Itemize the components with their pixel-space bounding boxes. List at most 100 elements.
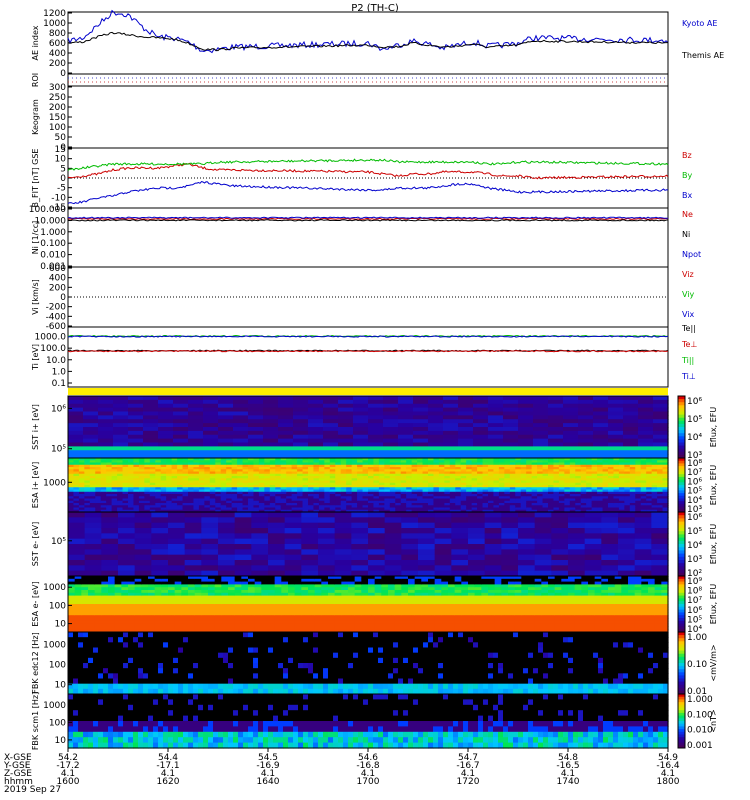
sst_e-cell (234, 549, 252, 556)
sst_e-cell (518, 554, 536, 561)
sst_e-cell (634, 560, 652, 566)
sst_e-cell (218, 517, 236, 524)
esa_e-cell (74, 584, 82, 588)
sst_i-cell (248, 430, 264, 436)
esa_i-cell (308, 496, 315, 500)
sst_e-cell (618, 565, 636, 572)
sst_e-cell (451, 512, 469, 518)
sst_i-cell (533, 399, 549, 405)
esa_i-cell (357, 469, 364, 473)
esa_i-cell (204, 507, 211, 511)
sst_i-cell (578, 419, 594, 424)
esa_i-cell (504, 487, 511, 491)
sst_e-cell (601, 538, 619, 545)
esa_i-cell (411, 503, 418, 506)
esa_i-cell (362, 494, 369, 497)
esa_i-cell (198, 460, 205, 464)
esa_i-cell (378, 467, 385, 470)
esa_i-cell (346, 471, 353, 475)
sst_e-cell (268, 560, 286, 566)
esa_e-cell (361, 601, 369, 605)
esa_i-cell (149, 505, 156, 509)
sst_e-colorbar (678, 512, 685, 577)
esa_i-cell (226, 471, 233, 475)
esa_i-cell (575, 509, 582, 513)
sst_i-cell (638, 434, 654, 440)
esa_i-cell (308, 480, 315, 484)
esa_i-cell (324, 503, 331, 506)
esa_i-cell (466, 478, 473, 482)
esa_e-cell (108, 584, 116, 588)
esa_e-cell (188, 578, 196, 583)
bfit-series-0 (67, 162, 669, 180)
sst_i-cell (128, 446, 144, 451)
esa_i-cell (504, 509, 511, 513)
esa_e-cell (214, 623, 222, 627)
esa_i-cell (602, 458, 609, 461)
esa_e-cell (281, 612, 289, 616)
esa_i-cell (608, 491, 615, 495)
esa_i-colorbar-cell (678, 490, 685, 494)
esa_i-cell (155, 478, 162, 482)
esa_i-cell (308, 485, 315, 488)
esa_i-cell (575, 462, 582, 466)
esa_e-cell (414, 595, 422, 599)
esa_i-cell (482, 467, 489, 470)
esa_e-cell (261, 584, 269, 588)
esa_e-cell (334, 598, 342, 602)
esa_i-cell (662, 487, 669, 491)
sst_i-cell (143, 407, 159, 413)
esa_i-cell (504, 460, 511, 464)
esa_i-colorbar-cell (678, 471, 685, 475)
esa_i-cell (182, 464, 189, 468)
sst_i-cell (578, 415, 594, 420)
esa_e-cell (414, 584, 422, 588)
esa_i-cell (482, 469, 489, 473)
sst_i-cell (353, 450, 369, 455)
esa_i-cell (438, 507, 445, 511)
sst_e-cell (251, 522, 269, 529)
esa_i-cell (258, 500, 265, 504)
sst_i-cell (158, 415, 174, 420)
esa_e-cell (254, 629, 262, 633)
ni-legend-2: Npot (682, 250, 701, 259)
esa_i-cell (662, 480, 669, 484)
sst_e-cell (401, 570, 419, 577)
esa_i-cell (477, 500, 484, 504)
esa_e-cell (321, 615, 329, 619)
esa_e-cell (334, 584, 342, 588)
esa_e-cell (101, 620, 109, 625)
esa_i-cell (624, 476, 631, 479)
esa_e-cell (194, 578, 202, 583)
esa_i-cell (248, 464, 255, 468)
esa_i-cell (297, 476, 304, 479)
sst_i-cell (293, 411, 309, 416)
esa_e-cell (388, 612, 396, 616)
esa_i-cell (569, 498, 576, 502)
sst_i-cell (218, 415, 234, 420)
sst_e-cell (484, 522, 502, 529)
esa_i-cell (428, 487, 435, 491)
sst_e-cell (68, 554, 86, 561)
esa_i-cell (237, 489, 244, 493)
esa_i-cell (253, 498, 260, 502)
esa_e-cell (394, 623, 402, 627)
esa_i-cell (89, 478, 96, 482)
sst_i-cell (533, 419, 549, 424)
esa_i-cell (264, 485, 271, 488)
esa_i-cell (378, 509, 385, 513)
esa_e-cell (274, 609, 282, 613)
esa_i-cell (275, 507, 282, 511)
esa_i-cell (618, 471, 625, 475)
esa_i-cell (340, 498, 347, 502)
sst_i-cell (398, 438, 414, 444)
esa_i-cell (226, 509, 233, 513)
sst_i-cell (518, 430, 534, 436)
sst_i-cell (623, 407, 639, 413)
esa_i-cell (564, 509, 571, 513)
esa_e-cell (388, 609, 396, 613)
esa_i-cell (188, 505, 195, 509)
esa_i-cell (580, 467, 587, 470)
esa_e-cell (374, 590, 382, 594)
sst_i-cell (248, 446, 264, 451)
